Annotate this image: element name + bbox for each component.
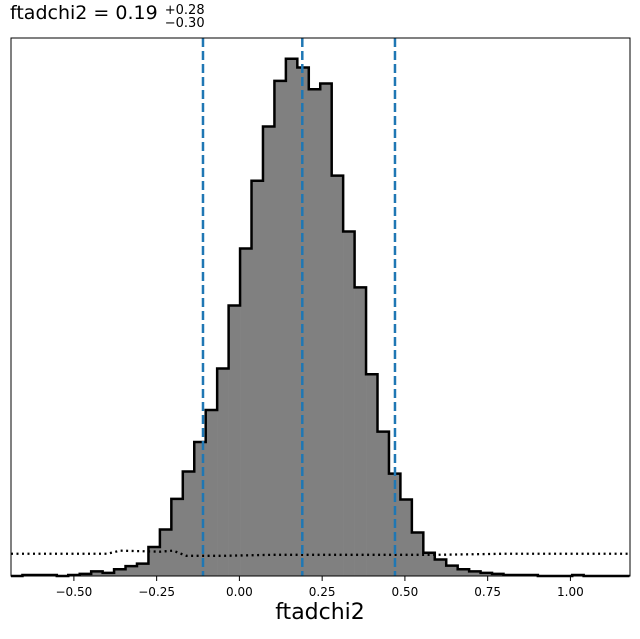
plot-frame (10, 37, 631, 577)
histogram-bar (480, 572, 493, 576)
histogram-bar (297, 67, 310, 576)
x-tick-label: −0.25 (138, 585, 175, 599)
x-tick-label: 0.25 (309, 585, 336, 599)
histogram-bar (125, 566, 138, 576)
histogram-bar (469, 571, 481, 576)
outline-layer (11, 57, 630, 578)
histogram-bar (262, 126, 275, 576)
histogram-bar (308, 89, 321, 576)
histogram-bar (377, 431, 390, 576)
histogram-bar (400, 499, 413, 576)
x-tick-label: −0.50 (56, 585, 93, 599)
x-tick-label: 0.75 (474, 585, 501, 599)
chart-title: ftadchi2 = 0.19 +0.28 −0.30 (10, 2, 205, 30)
histogram-bar (102, 572, 115, 576)
histogram-bar (343, 231, 355, 576)
histogram-bar (331, 175, 344, 576)
quantile-layer (201, 38, 397, 576)
histogram-bar (182, 471, 195, 576)
histogram-bar (217, 368, 229, 576)
title-upper-error: +0.28 (164, 3, 205, 18)
histogram-bar (434, 559, 447, 576)
histogram-bar (136, 563, 149, 576)
title-equals: = (93, 2, 116, 24)
histogram-bar (148, 547, 161, 576)
histogram-bar (457, 569, 470, 576)
x-tick-label: 1.00 (557, 585, 584, 599)
histogram-bar (228, 305, 241, 576)
title-param: ftadchi2 (10, 2, 88, 24)
histogram-bar (285, 58, 298, 576)
x-tick-label: 0.00 (226, 585, 253, 599)
histogram-bar (114, 569, 126, 576)
axes-layer: −0.50 −0.25 0.00 0.25 0.50 0.75 1.00 (10, 37, 631, 599)
histogram-bar (423, 552, 436, 576)
histogram-bar (240, 248, 252, 576)
histogram-bar (205, 409, 218, 576)
histogram-bar (194, 442, 207, 576)
title-lower-error: −0.30 (164, 16, 205, 31)
histogram-outline (11, 57, 630, 578)
x-axis-label: ftadchi2 (275, 600, 365, 625)
histogram-bar (171, 498, 184, 576)
title-errors: +0.28 −0.30 (165, 4, 205, 30)
x-tick-label: 0.50 (392, 585, 419, 599)
histogram-bar (354, 287, 367, 576)
bars-layer (22, 58, 584, 577)
prior-curve (11, 549, 630, 557)
title-median: 0.19 (115, 2, 158, 24)
histogram-bar (251, 180, 264, 576)
histogram-bar (91, 571, 103, 576)
histogram-bar (446, 565, 458, 576)
histogram-bar (159, 529, 172, 576)
prior-layer (11, 549, 630, 557)
histogram-bar (274, 80, 287, 577)
histogram-bar (320, 83, 332, 577)
histogram-bar (366, 374, 378, 576)
